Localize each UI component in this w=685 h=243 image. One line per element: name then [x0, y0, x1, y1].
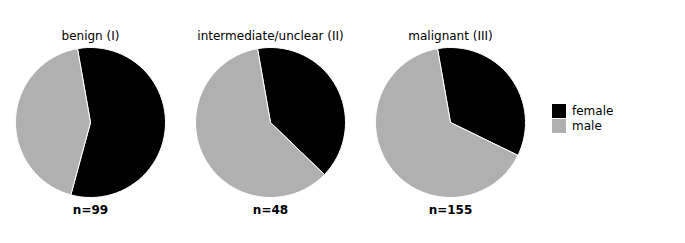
svg-text:n=99: n=99 — [73, 202, 108, 216]
html-text:male: male — [572, 118, 602, 133]
svg-text:n=48: n=48 — [253, 202, 288, 216]
svg-text:n=155: n=155 — [429, 202, 473, 216]
svg-text:benign (I): benign (I) — [62, 29, 120, 43]
svg-text:intermediate/unclear (II): intermediate/unclear (II) — [197, 29, 343, 43]
svg-text:malignant (III): malignant (III) — [408, 29, 492, 43]
html-text:female: female — [572, 103, 614, 118]
